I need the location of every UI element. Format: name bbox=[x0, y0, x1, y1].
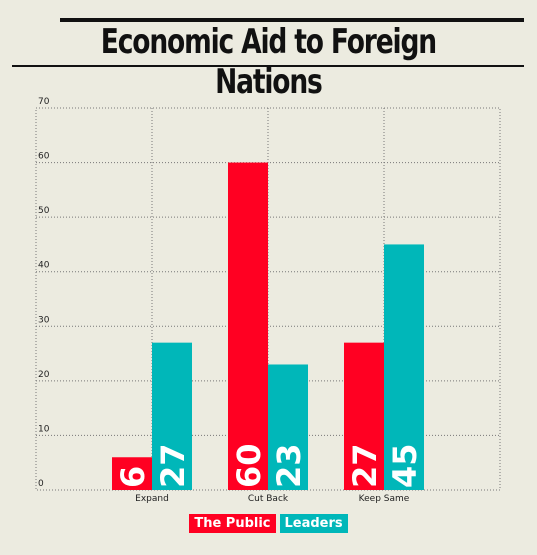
x-tick-label: Expand bbox=[135, 494, 169, 504]
legend-item-the-public: The Public bbox=[189, 514, 276, 533]
bar-value-label: 6 bbox=[114, 466, 152, 488]
bar-value-label: 27 bbox=[154, 443, 192, 488]
bar-leaders bbox=[384, 244, 424, 490]
y-tick-label: 50 bbox=[38, 206, 50, 216]
bar-value-label: 60 bbox=[230, 443, 268, 488]
bar-leaders bbox=[268, 364, 308, 490]
bar-the-public bbox=[228, 162, 268, 491]
axis-labels: 0 10 20 30 40 50 60 70 Expand Cut Back Keep Same bbox=[38, 97, 410, 504]
legend: The Public Leaders bbox=[0, 514, 537, 533]
y-tick-label: 20 bbox=[38, 370, 50, 380]
x-tick-label: Cut Back bbox=[248, 494, 289, 504]
chart-title: Economic Aid to Foreign Nations bbox=[100, 22, 437, 102]
y-tick-label: 70 bbox=[38, 97, 50, 107]
y-tick-label: 40 bbox=[38, 261, 50, 271]
y-tick-label: 60 bbox=[38, 152, 50, 162]
x-tick-label: Keep Same bbox=[359, 494, 410, 504]
bar-value-label: 27 bbox=[346, 443, 384, 488]
bar-leaders bbox=[152, 342, 192, 490]
y-tick-label: 10 bbox=[38, 424, 50, 434]
y-tick-label: 30 bbox=[38, 315, 50, 325]
bar-value-label: 45 bbox=[386, 443, 424, 488]
bar-the-public bbox=[112, 457, 152, 490]
bar-value-label: 23 bbox=[270, 443, 308, 488]
y-tick-label: 0 bbox=[38, 479, 44, 489]
title-rule-bottom bbox=[12, 65, 524, 67]
legend-item-leaders: Leaders bbox=[279, 514, 348, 533]
bars: 6 27 60 23 27 45 bbox=[112, 162, 424, 491]
bar-the-public bbox=[344, 342, 384, 490]
title-rule-top bbox=[60, 18, 524, 22]
